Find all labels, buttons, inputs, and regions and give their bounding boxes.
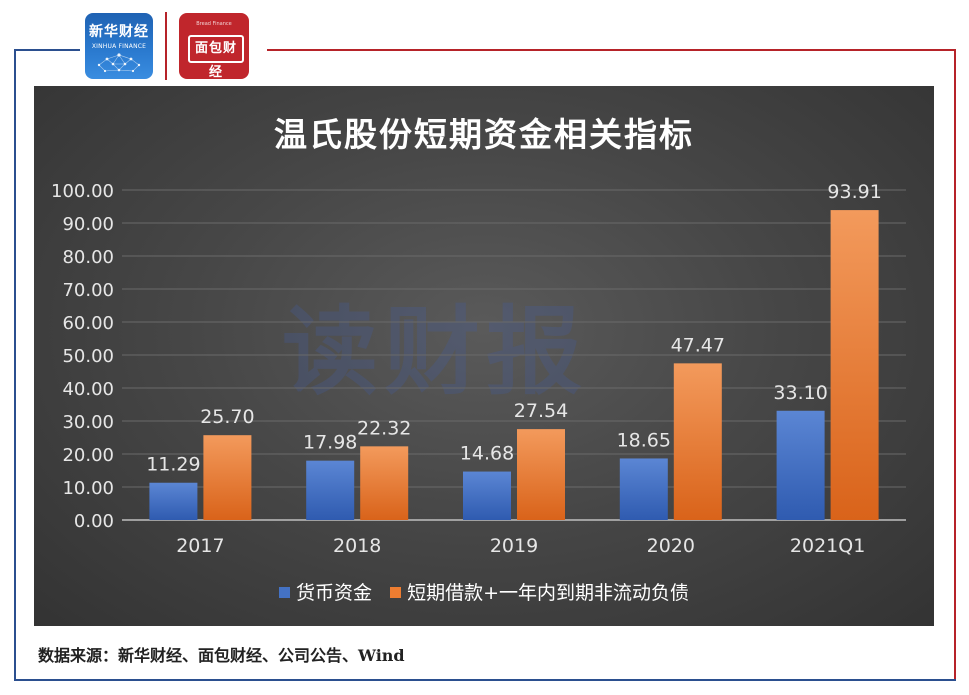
xinhua-finance-logo: 新华财经 XINHUA FINANCE bbox=[85, 13, 153, 79]
frame-top-left-line bbox=[14, 49, 80, 51]
y-tick-label: 40.00 bbox=[62, 379, 114, 400]
legend-label-debt: 短期借款+一年内到期非流动负债 bbox=[407, 582, 689, 604]
bar-debt bbox=[360, 446, 409, 520]
bar-cash bbox=[306, 460, 355, 520]
chart-title: 温氏股份短期资金相关指标 bbox=[274, 115, 694, 154]
bar-debt bbox=[830, 210, 879, 521]
chart-legend: 货币资金 短期借款+一年内到期非流动负债 bbox=[34, 578, 934, 605]
y-tick-label: 10.00 bbox=[62, 478, 114, 499]
globe-network-icon bbox=[97, 53, 141, 73]
x-tick-label: 2018 bbox=[333, 535, 381, 557]
data-label-debt: 25.70 bbox=[200, 406, 254, 428]
frame-top-right-line bbox=[267, 49, 956, 51]
x-tick-label: 2021Q1 bbox=[790, 535, 865, 557]
data-label-debt: 22.32 bbox=[357, 417, 411, 439]
bar-cash bbox=[149, 482, 198, 520]
source-note: 数据来源：新华财经、面包财经、公司公告、Wind bbox=[38, 646, 405, 665]
xinhua-logo-en: XINHUA FINANCE bbox=[91, 43, 147, 50]
bar-chart: 0.00 10.00 20.00 30.00 40.00 50.00 60.00 70.00 8… bbox=[51, 181, 906, 557]
data-label-debt: 93.91 bbox=[827, 181, 881, 203]
bar-debt bbox=[673, 363, 722, 520]
chart-panel: 读财报 温氏股份短期资金相关指标 0.00 10.00 20.00 30.00 40.0… bbox=[34, 86, 934, 626]
y-tick-label: 80.00 bbox=[62, 247, 114, 268]
legend-item-debt: 短期借款+一年内到期非流动负债 bbox=[390, 578, 689, 605]
y-tick-label: 50.00 bbox=[62, 346, 114, 367]
mianbao-logo-en: Bread Finance bbox=[196, 21, 232, 27]
y-tick-label: 70.00 bbox=[62, 280, 114, 301]
data-label-cash: 11.29 bbox=[146, 454, 200, 476]
bar-cash bbox=[463, 471, 511, 520]
mianbao-logo-cn: 面包财经 bbox=[188, 35, 244, 80]
data-label-cash: 18.65 bbox=[617, 429, 671, 451]
x-tick-label: 2020 bbox=[647, 535, 695, 557]
bar-cash bbox=[619, 458, 668, 520]
data-label-debt: 47.47 bbox=[671, 334, 725, 356]
bar-cash bbox=[776, 410, 825, 520]
bar-debt bbox=[517, 429, 565, 520]
frame-bottom-line bbox=[14, 679, 956, 681]
y-tick-label: 30.00 bbox=[62, 412, 114, 433]
y-tick-label: 100.00 bbox=[51, 181, 114, 202]
data-label-debt: 27.54 bbox=[514, 400, 568, 422]
xinhua-logo-cn: 新华财经 bbox=[89, 24, 149, 40]
bar-debt bbox=[203, 435, 252, 520]
legend-swatch-cash bbox=[279, 587, 290, 598]
y-tick-label: 20.00 bbox=[62, 445, 114, 466]
logo-divider bbox=[165, 12, 167, 80]
legend-item-cash: 货币资金 bbox=[279, 578, 372, 605]
watermark: 读财报 bbox=[282, 296, 588, 408]
x-tick-label: 2019 bbox=[490, 535, 538, 557]
y-tick-label: 90.00 bbox=[62, 214, 114, 235]
data-label-cash: 17.98 bbox=[303, 432, 357, 454]
frame-right-line bbox=[954, 49, 956, 681]
y-tick-label: 0.00 bbox=[74, 511, 114, 532]
data-label-cash: 14.68 bbox=[460, 443, 514, 465]
y-tick-label: 60.00 bbox=[62, 313, 114, 334]
mianbao-finance-logo: Bread Finance 面包财经 bbox=[179, 13, 249, 80]
x-tick-label: 2017 bbox=[176, 535, 224, 557]
legend-swatch-debt bbox=[390, 587, 402, 598]
legend-label-cash: 货币资金 bbox=[296, 582, 373, 604]
data-label-cash: 33.10 bbox=[773, 382, 827, 404]
frame-left-line bbox=[14, 49, 16, 681]
